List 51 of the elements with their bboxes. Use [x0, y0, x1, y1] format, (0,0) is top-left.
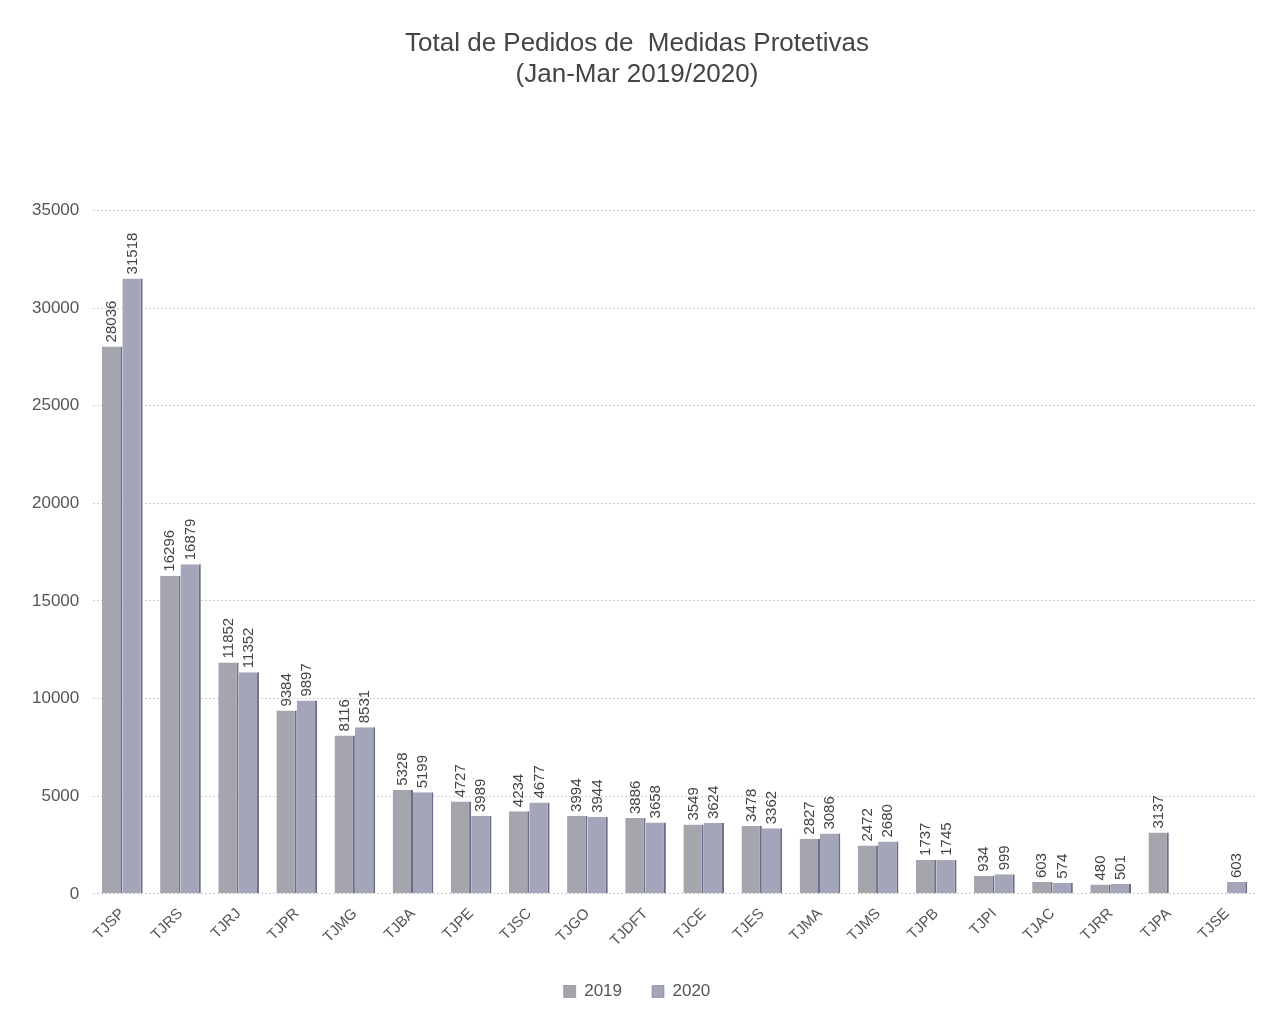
- data-label: 1737: [916, 822, 934, 856]
- y-tick-label: 35000: [31, 200, 80, 220]
- data-label: 3362: [762, 790, 780, 825]
- data-label: 11852: [218, 617, 236, 659]
- data-label: 480: [1090, 855, 1108, 881]
- data-label: 16296: [160, 529, 178, 572]
- data-label: 3944: [587, 779, 605, 813]
- data-label: 603: [1227, 853, 1245, 879]
- data-label: 28036: [102, 300, 120, 343]
- data-label: 8531: [355, 689, 373, 724]
- data-label: 3994: [567, 778, 585, 812]
- data-label: 4234: [509, 773, 527, 808]
- data-label: 3989: [471, 778, 489, 812]
- data-label: 5199: [413, 754, 431, 789]
- data-label: 9384: [276, 673, 294, 707]
- y-tick-label: 15000: [31, 590, 80, 610]
- chart-subtitle: (Jan-Mar 2019/2020): [515, 57, 759, 88]
- data-label: 3478: [741, 788, 759, 822]
- y-tick-label: 20000: [31, 493, 80, 512]
- data-label: 574: [1052, 853, 1070, 879]
- legend-label: 2019: [584, 981, 623, 1001]
- data-label: 3549: [683, 787, 701, 821]
- data-label: 2472: [858, 808, 876, 842]
- data-label: 2827: [799, 801, 817, 835]
- chart-title: Total de Pedidos de Medidas Protetivas: [405, 26, 869, 57]
- data-label: 2680: [878, 804, 896, 838]
- data-label: 3658: [645, 785, 663, 819]
- x-tick-label: TJPI: [965, 904, 1000, 939]
- legend-label: 2020: [672, 981, 711, 1001]
- data-label: 11352: [238, 627, 256, 669]
- data-label: 3137: [1148, 795, 1166, 829]
- data-label: 3086: [820, 796, 838, 830]
- data-label: 5328: [392, 752, 410, 786]
- y-tick-label: 5000: [41, 785, 80, 805]
- data-label: 31518: [122, 232, 140, 275]
- data-label: 4727: [451, 764, 469, 798]
- data-label: 3886: [625, 780, 643, 814]
- y-tick-label: 30000: [31, 297, 80, 317]
- data-label: 3624: [704, 785, 722, 820]
- data-label: 8116: [334, 699, 352, 732]
- data-label: 603: [1032, 853, 1050, 879]
- y-tick-label: 25000: [31, 395, 80, 415]
- data-label: 1745: [936, 822, 954, 856]
- data-label: 4677: [529, 765, 547, 799]
- data-label: 501: [1110, 855, 1128, 881]
- data-label: 999: [994, 845, 1012, 871]
- data-label: 934: [974, 846, 992, 872]
- data-label: 9897: [297, 663, 315, 697]
- data-label: 16879: [180, 518, 198, 561]
- y-tick-label: 0: [69, 883, 80, 903]
- y-tick-label: 10000: [31, 688, 80, 708]
